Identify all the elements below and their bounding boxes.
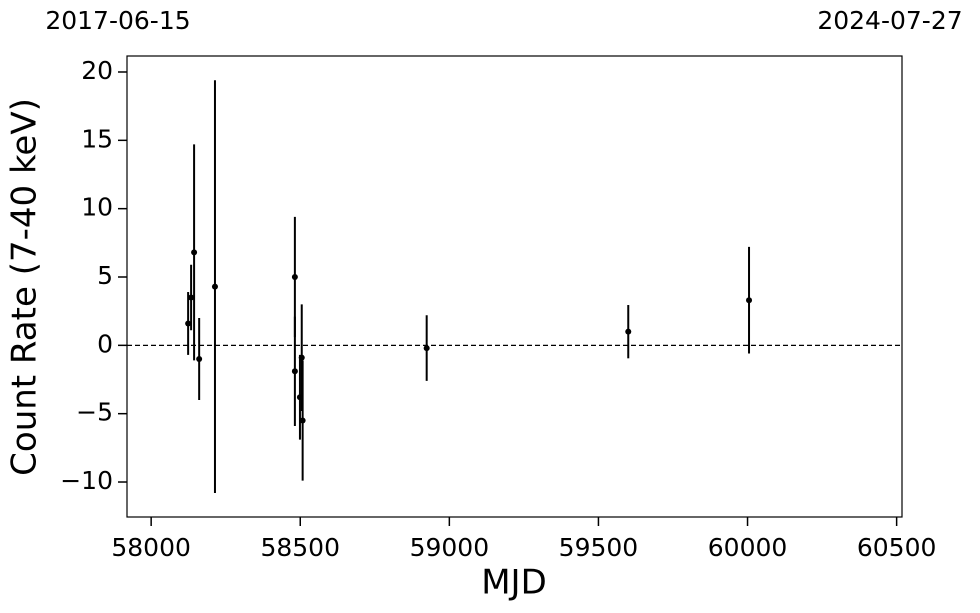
x-tick-label: 58000 — [111, 533, 191, 562]
data-point — [299, 417, 306, 424]
x-axis-label: MJD — [481, 563, 547, 603]
data-point — [291, 368, 298, 375]
data-point — [423, 345, 430, 352]
data-point — [185, 320, 192, 327]
y-tick-label: 0 — [97, 329, 113, 358]
top-label: 2017-06-15 — [45, 6, 190, 35]
y-tick-label: −10 — [60, 466, 113, 495]
y-tick-label: 5 — [97, 261, 113, 290]
data-point — [191, 249, 198, 256]
data-point — [746, 297, 753, 304]
x-tick-label: 60000 — [708, 533, 788, 562]
data-point — [188, 294, 195, 301]
data-point — [298, 354, 305, 361]
top-label: 2024-07-27 — [817, 6, 962, 35]
data-point — [291, 274, 298, 281]
y-tick-label: 15 — [81, 124, 113, 153]
x-tick-label: 59500 — [559, 533, 639, 562]
data-point — [196, 356, 203, 363]
data-point — [211, 283, 218, 290]
y-axis-label: Count Rate (7-40 keV) — [5, 98, 45, 476]
y-tick-label: 20 — [81, 56, 113, 85]
plot-frame — [126, 55, 903, 518]
x-tick-label: 59000 — [410, 533, 490, 562]
x-tick-label: 58500 — [260, 533, 340, 562]
x-tick-label: 60500 — [857, 533, 937, 562]
data-point — [625, 328, 632, 335]
y-tick-label: −5 — [76, 398, 113, 427]
y-tick-label: 10 — [81, 193, 113, 222]
